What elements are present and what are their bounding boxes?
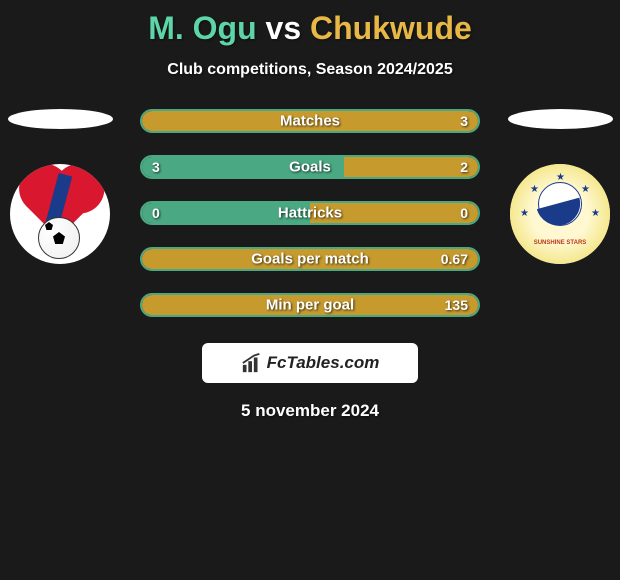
vs-separator: vs	[266, 10, 302, 46]
stats-table: Matches 3 Goals 3 2 Hattricks 0 0 Goals per matc…	[140, 109, 480, 317]
stat-row: Hattricks 0 0	[140, 201, 480, 225]
stat-value-player2: 3	[460, 113, 468, 129]
stat-value-player1: 0	[152, 205, 160, 221]
badge-swoosh-icon	[537, 198, 585, 231]
player1-column	[5, 109, 115, 264]
badge-ball-icon	[538, 182, 582, 226]
stat-value-player1: 3	[152, 159, 160, 175]
chart-icon	[241, 352, 263, 374]
stat-label: Matches	[280, 113, 340, 130]
comparison-subtitle: Club competitions, Season 2024/2025	[0, 61, 620, 79]
stat-label: Hattricks	[278, 205, 342, 222]
stat-label: Min per goal	[266, 297, 354, 314]
stat-label: Goals	[289, 159, 331, 176]
badge-star-icon: ★	[591, 208, 600, 219]
badge-star-icon: ★	[520, 208, 529, 219]
badge-soccer-ball-icon	[38, 217, 80, 259]
stat-row: Goals per match 0.67	[140, 247, 480, 271]
player1-name: M. Ogu	[148, 10, 256, 46]
stat-bar-player2	[344, 157, 478, 177]
player2-silhouette	[508, 109, 613, 129]
badge-club-text: SUNSHINE STARS	[510, 240, 610, 246]
content-area: ★ ★ ★ ★ ★ SUNSHINE STARS Matches 3 Goals 3 2…	[0, 109, 620, 421]
badge-sun-bg: ★ ★ ★ ★ ★ SUNSHINE STARS	[510, 164, 610, 264]
badge-star-icon: ★	[581, 184, 590, 195]
stat-row: Min per goal 135	[140, 293, 480, 317]
stat-label: Goals per match	[251, 251, 369, 268]
comparison-title: M. Ogu vs Chukwude	[0, 0, 620, 47]
brand-watermark: FcTables.com	[202, 343, 418, 383]
player1-club-badge	[10, 164, 110, 264]
stat-value-player2: 2	[460, 159, 468, 175]
player1-silhouette	[8, 109, 113, 129]
player2-club-badge: ★ ★ ★ ★ ★ SUNSHINE STARS	[510, 164, 610, 264]
stat-row: Matches 3	[140, 109, 480, 133]
stat-value-player2: 135	[445, 297, 468, 313]
stat-row: Goals 3 2	[140, 155, 480, 179]
player2-column: ★ ★ ★ ★ ★ SUNSHINE STARS	[505, 109, 615, 264]
snapshot-date: 5 november 2024	[0, 401, 620, 421]
stat-value-player2: 0.67	[441, 251, 468, 267]
badge-star-icon: ★	[530, 184, 539, 195]
brand-text: FcTables.com	[267, 353, 380, 373]
stat-value-player2: 0	[460, 205, 468, 221]
player2-name: Chukwude	[310, 10, 472, 46]
